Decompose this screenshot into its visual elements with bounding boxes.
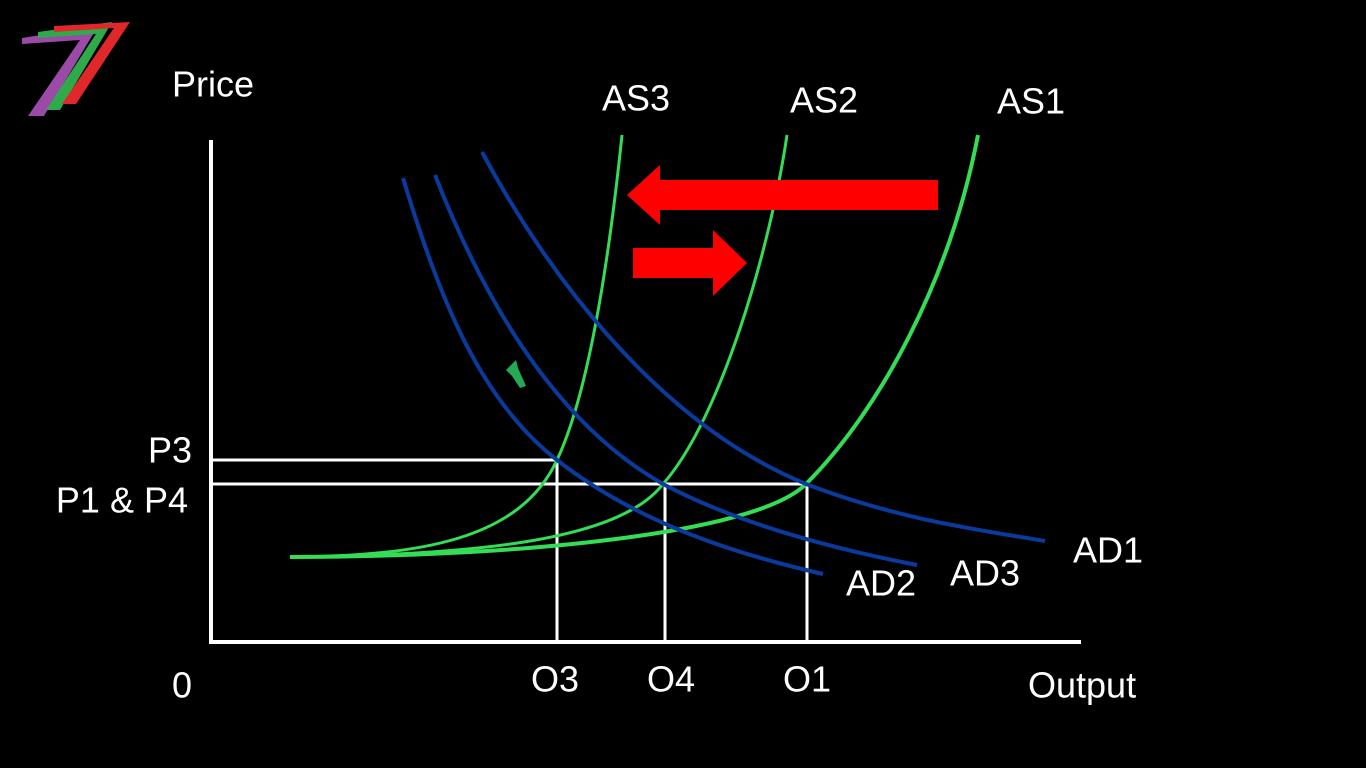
logo-stroke [38, 22, 112, 110]
origin-label: 0 [172, 665, 192, 706]
ad-curve [401, 177, 824, 576]
curve-label: AS1 [997, 81, 1065, 122]
price-label: P1 & P4 [56, 480, 188, 521]
logo [22, 22, 130, 116]
curve-label: AD3 [950, 553, 1020, 594]
as-curve [289, 134, 980, 559]
small-arrow [506, 360, 526, 388]
logo-stroke [54, 22, 130, 104]
curve-label: AS3 [602, 78, 670, 119]
y-axis-label: Price [172, 64, 254, 105]
curve-label: AD1 [1073, 530, 1143, 571]
output-label: O4 [647, 659, 695, 700]
price-label: P3 [148, 430, 192, 471]
x-axis-label: Output [1028, 665, 1136, 706]
ad-curve [433, 174, 918, 567]
output-label: O1 [783, 659, 831, 700]
ad-curve [480, 151, 1046, 543]
curve-label: AD2 [846, 563, 916, 604]
logo-stroke [22, 26, 98, 116]
shift-arrow [633, 230, 747, 296]
curve-label: AS2 [790, 80, 858, 121]
shift-arrow [627, 165, 938, 225]
output-label: O3 [531, 659, 579, 700]
